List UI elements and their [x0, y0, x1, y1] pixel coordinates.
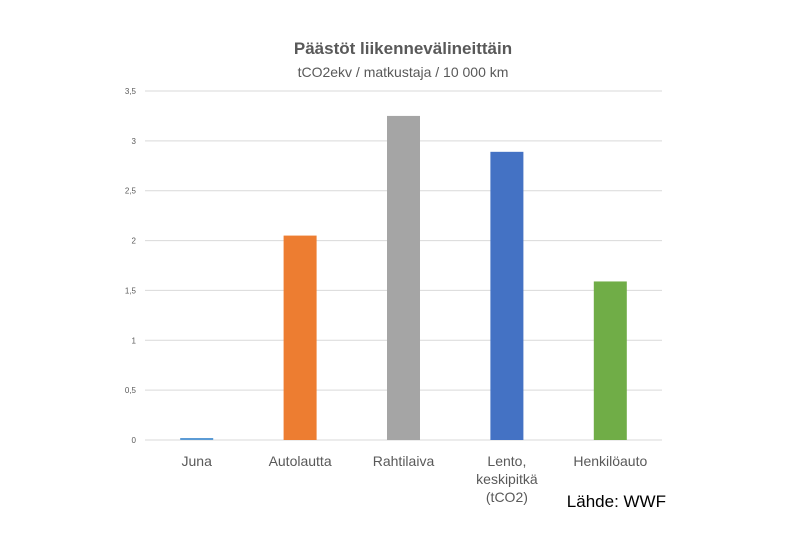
- y-tick-label: 1: [132, 336, 137, 345]
- bars: [180, 115, 627, 440]
- x-tick-label-line: keskipitkä: [476, 471, 538, 487]
- chart-title: Päästöt liikennevälineittäin: [294, 39, 512, 58]
- y-tick-label: 3,5: [125, 87, 137, 96]
- y-tick-label: 1,5: [125, 286, 137, 295]
- bar: [180, 438, 214, 440]
- x-tick-label: Autolautta: [269, 453, 332, 469]
- y-tick-label: 0,5: [125, 386, 137, 395]
- x-tick-label-line: Henkilöauto: [573, 453, 647, 469]
- y-axis-ticks: 0 0,5 1 1,5 2 2,5 3 3,5: [125, 87, 137, 445]
- y-tick-label: 3: [132, 137, 137, 146]
- x-tick-label: Henkilöauto: [573, 453, 647, 469]
- bar: [387, 115, 420, 440]
- bar: [283, 235, 317, 440]
- x-axis-labels: Juna Autolautta Rahtilaiva Lento, keskipitkä…: [182, 453, 648, 505]
- bar: [490, 151, 524, 440]
- y-tick-label: 2,5: [125, 187, 137, 196]
- x-tick-label: Juna: [182, 453, 213, 469]
- x-tick-label-line: Rahtilaiva: [373, 453, 435, 469]
- x-tick-label-line: (tCO2): [486, 489, 528, 505]
- y-tick-label: 0: [132, 436, 137, 445]
- x-tick-label-line: Autolautta: [269, 453, 332, 469]
- chart-subtitle: tCO2ekv / matkustaja / 10 000 km: [298, 64, 509, 80]
- x-tick-label: Lento, keskipitkä (tCO2): [476, 453, 538, 505]
- bar: [593, 281, 627, 440]
- x-tick-label-line: Lento,: [487, 453, 526, 469]
- y-tick-label: 2: [132, 237, 137, 246]
- source-label: Lähde: WWF: [567, 492, 666, 511]
- x-tick-label: Rahtilaiva: [373, 453, 435, 469]
- x-tick-label-line: Juna: [182, 453, 213, 469]
